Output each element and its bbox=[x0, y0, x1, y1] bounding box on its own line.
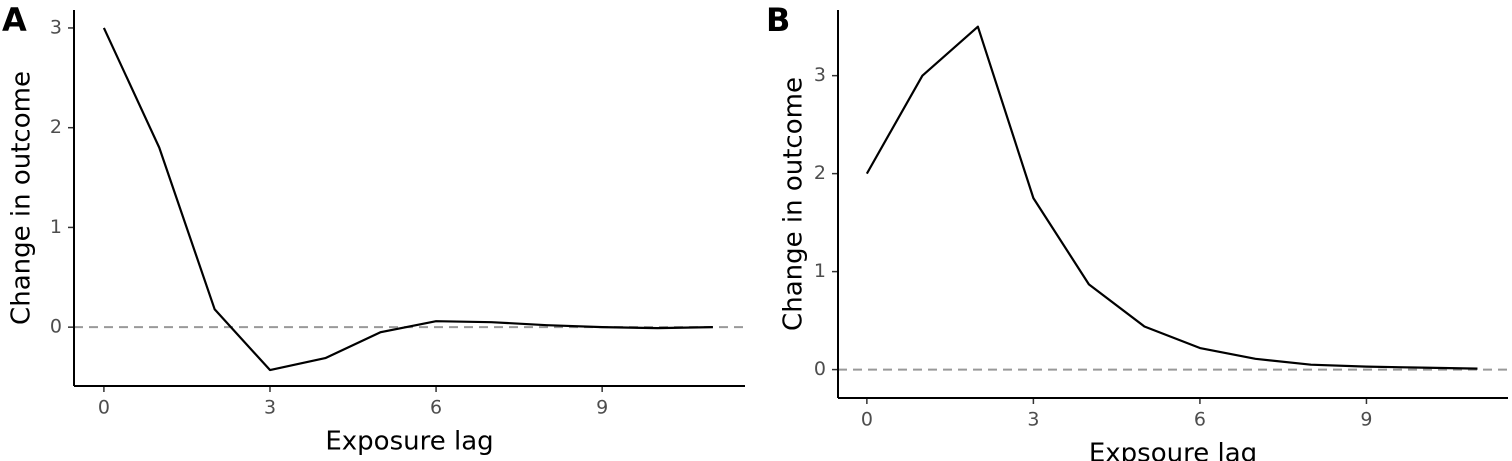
x-tick-label: 0 bbox=[98, 397, 110, 419]
y-tick-label: 2 bbox=[50, 116, 62, 138]
x-tick-label: 0 bbox=[861, 409, 873, 431]
x-tick-label: 9 bbox=[596, 397, 608, 419]
x-tick-label: 3 bbox=[264, 397, 276, 419]
y-tick-label: 1 bbox=[814, 260, 826, 282]
x-tick-label: 3 bbox=[1027, 409, 1039, 431]
line-series bbox=[102, 27, 713, 372]
panel-label: A bbox=[2, 1, 27, 39]
y-tick-label: 3 bbox=[814, 64, 826, 86]
x-axis-title: Exposure lag bbox=[325, 427, 493, 457]
y-tick-label: 1 bbox=[50, 216, 62, 238]
line-series bbox=[865, 25, 1478, 370]
y-tick-label: 0 bbox=[814, 358, 826, 380]
y-tick-label: 0 bbox=[50, 316, 62, 338]
y-tick-label: 2 bbox=[814, 162, 826, 184]
x-tick-label: 9 bbox=[1360, 409, 1372, 431]
y-axis-title: Change in outcome bbox=[779, 77, 809, 331]
x-tick-label: 6 bbox=[430, 397, 442, 419]
y-tick-label: 3 bbox=[50, 16, 62, 38]
panel-label: B bbox=[766, 1, 790, 39]
y-axis-title: Change in outcome bbox=[7, 71, 37, 325]
x-tick-label: 6 bbox=[1194, 409, 1206, 431]
x-axis-title: Expsoure lag bbox=[1089, 439, 1257, 461]
